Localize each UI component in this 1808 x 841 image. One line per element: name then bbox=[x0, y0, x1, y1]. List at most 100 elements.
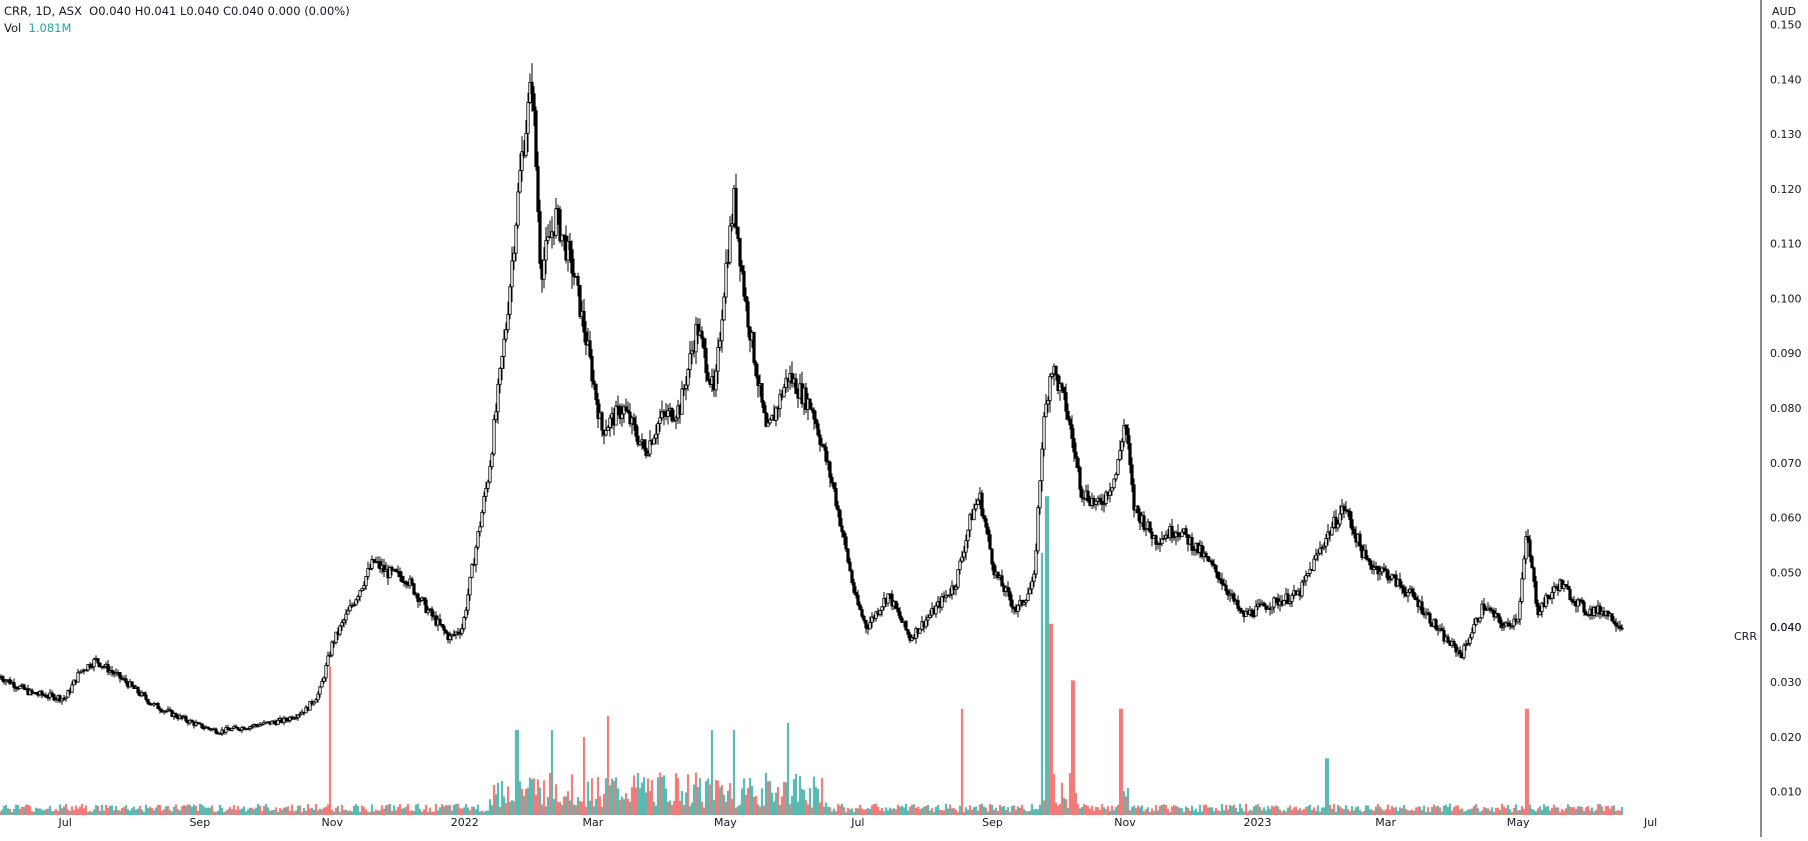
candle-up bbox=[476, 531, 480, 548]
volume-bar bbox=[452, 804, 456, 815]
volume-bar bbox=[686, 774, 690, 815]
volume-bar bbox=[1388, 809, 1392, 815]
volume-bar bbox=[1440, 811, 1444, 815]
candle-down bbox=[226, 727, 230, 730]
candle-up bbox=[1102, 503, 1106, 505]
volume-bar bbox=[72, 810, 76, 815]
volume-bar bbox=[956, 811, 960, 815]
volume-bar bbox=[1210, 807, 1214, 815]
candle-down bbox=[1526, 536, 1530, 541]
volume-bar bbox=[744, 794, 748, 815]
volume-bar bbox=[26, 804, 30, 815]
time-axis[interactable]: Jul Sep Nov 2022 Mar May Jul Sep Nov 2023 Mar May Ju… bbox=[58, 816, 1658, 829]
volume-bar bbox=[1040, 552, 1044, 815]
candle-up bbox=[328, 654, 332, 657]
candle-up bbox=[1544, 594, 1548, 607]
volume-bar bbox=[206, 807, 210, 815]
volume-bar bbox=[266, 807, 270, 815]
price-axis[interactable]: 0.010 0.020 0.030 0.040 0.050 0.060 0.070 0.080… bbox=[1770, 18, 1802, 798]
volume-bar bbox=[788, 804, 792, 815]
volume-bar bbox=[1240, 808, 1244, 815]
volume-bar bbox=[342, 810, 346, 815]
volume-bar bbox=[336, 806, 340, 815]
candle-up bbox=[298, 713, 302, 716]
volume-bar bbox=[8, 809, 12, 815]
volume-bar bbox=[1486, 808, 1490, 815]
volume-bar bbox=[898, 806, 902, 815]
volume-bar bbox=[224, 810, 228, 815]
volume-bar bbox=[1256, 804, 1260, 815]
candle-up bbox=[1540, 602, 1544, 613]
price-candles bbox=[0, 63, 1624, 737]
volume-bar bbox=[640, 782, 644, 815]
volume-bar bbox=[424, 804, 428, 815]
volume-bar bbox=[1056, 805, 1060, 815]
candle-down bbox=[30, 689, 34, 693]
volume-bar bbox=[820, 777, 824, 815]
volume-bar bbox=[1156, 810, 1160, 815]
candle-down bbox=[422, 597, 426, 601]
volume-bar bbox=[802, 790, 806, 815]
candle-up bbox=[784, 377, 788, 388]
volume-bar bbox=[754, 796, 758, 815]
volume-bar bbox=[1520, 806, 1524, 815]
volume-bar bbox=[562, 796, 566, 815]
candle-down bbox=[996, 571, 1000, 578]
candle-down bbox=[1204, 552, 1208, 557]
volume-bar bbox=[338, 811, 342, 815]
candle-up bbox=[950, 585, 954, 595]
volume-bar bbox=[1160, 805, 1164, 815]
candle-up bbox=[1318, 547, 1322, 554]
volume-label[interactable]: Vol bbox=[4, 21, 22, 35]
candle-down bbox=[144, 694, 148, 700]
volume-bar bbox=[1090, 805, 1094, 815]
volume-bar bbox=[1292, 807, 1296, 815]
volume-bar bbox=[618, 799, 622, 815]
volume-bar bbox=[980, 803, 984, 815]
volume-bar bbox=[658, 772, 662, 815]
candle-down bbox=[838, 509, 842, 527]
candle-up bbox=[1282, 600, 1286, 606]
volume-bar bbox=[1014, 809, 1018, 815]
volume-bar bbox=[458, 808, 462, 815]
volume-bar bbox=[1382, 810, 1386, 815]
volume-bar bbox=[10, 812, 14, 815]
volume-bar bbox=[376, 810, 380, 815]
volume-bar bbox=[544, 806, 548, 815]
volume-bar bbox=[1496, 807, 1500, 815]
volume-bar bbox=[1012, 805, 1016, 815]
volume-bar bbox=[900, 805, 904, 815]
volume-bar bbox=[200, 804, 204, 815]
candle-down bbox=[1214, 565, 1218, 573]
price-tick-label: 0.030 bbox=[1770, 676, 1802, 689]
volume-bar bbox=[276, 811, 280, 815]
volume-bar bbox=[270, 809, 274, 815]
candle-up bbox=[688, 353, 692, 370]
volume-bar bbox=[220, 807, 224, 815]
volume-bar bbox=[1018, 807, 1022, 815]
candle-down bbox=[1500, 622, 1504, 628]
volume-bar bbox=[328, 666, 332, 815]
candle-down bbox=[594, 383, 598, 401]
candle-up bbox=[1516, 618, 1520, 623]
volume-bar bbox=[84, 805, 88, 815]
volume-bar bbox=[574, 805, 578, 815]
candle-down bbox=[864, 620, 868, 629]
volume-bar bbox=[572, 804, 576, 815]
volume-bar bbox=[390, 810, 394, 815]
symbol-interval-exchange[interactable]: CRR, 1D, ASX bbox=[4, 4, 82, 18]
volume-bar bbox=[844, 812, 848, 815]
volume-bar bbox=[724, 801, 728, 815]
volume-bar bbox=[482, 811, 486, 815]
volume-bar bbox=[194, 805, 198, 815]
volume-bar bbox=[1032, 809, 1036, 815]
volume-bar bbox=[454, 803, 458, 815]
candle-up bbox=[726, 262, 730, 264]
volume-bar bbox=[106, 807, 110, 815]
volume-bar bbox=[124, 805, 128, 815]
volume-bar bbox=[1340, 808, 1344, 815]
volume-bar bbox=[340, 805, 344, 815]
volume-bar bbox=[712, 800, 716, 815]
